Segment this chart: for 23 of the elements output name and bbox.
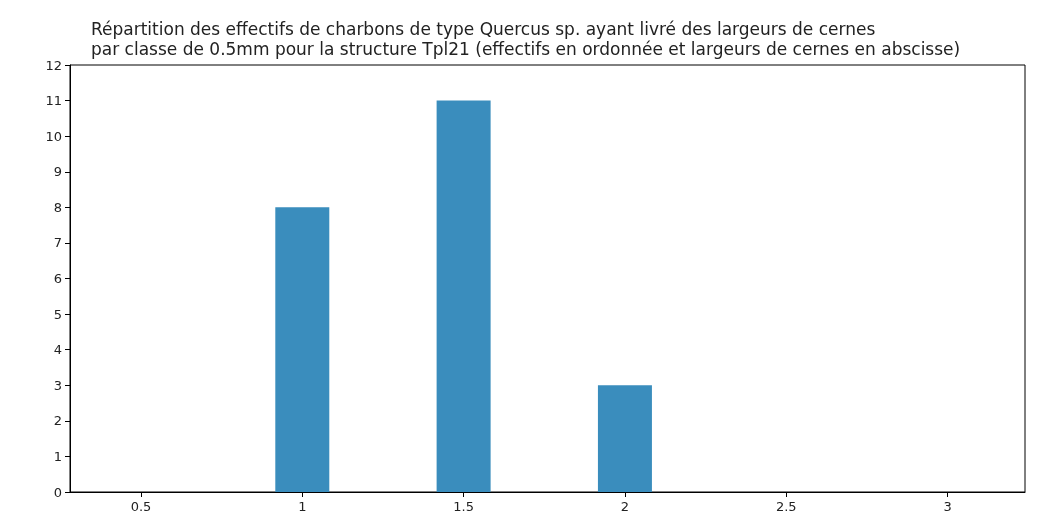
x-tick-label: 2.5 xyxy=(775,499,797,514)
x-tick-label: 3 xyxy=(943,499,952,514)
y-tick-label: 12 xyxy=(45,57,62,73)
y-tick-label: 4 xyxy=(53,342,62,358)
bar xyxy=(597,385,652,492)
y-tick-label: 2 xyxy=(53,413,62,429)
y-tick-label: 11 xyxy=(45,93,62,109)
bar xyxy=(275,207,330,492)
y-tick-label: 0 xyxy=(53,484,62,500)
bar xyxy=(436,100,491,492)
x-tick-label: 1 xyxy=(298,499,307,514)
y-tick-label: 10 xyxy=(45,128,62,144)
y-tick-label: 5 xyxy=(53,306,62,322)
chart-title: Répartition des effectifs de charbons de type Quercus sp. ayant livré des largeurs de cernes par classe de 0.5mm pour la structure Tpl21 (effectifs en ordonnée et largeurs de cernes en abscisse) xyxy=(91,19,961,59)
x-tick-label: 2 xyxy=(620,499,630,514)
y-tick-label: 6 xyxy=(53,271,62,286)
y-tick-label: 3 xyxy=(53,377,62,393)
x-tick-label: 0.5 xyxy=(130,499,152,514)
x-tick-label: 1.5 xyxy=(453,499,474,514)
y-tick-label: 1 xyxy=(53,448,62,464)
y-tick-label: 7 xyxy=(53,235,62,251)
y-tick-label: 8 xyxy=(53,199,62,215)
y-tick-label: 9 xyxy=(53,164,62,180)
